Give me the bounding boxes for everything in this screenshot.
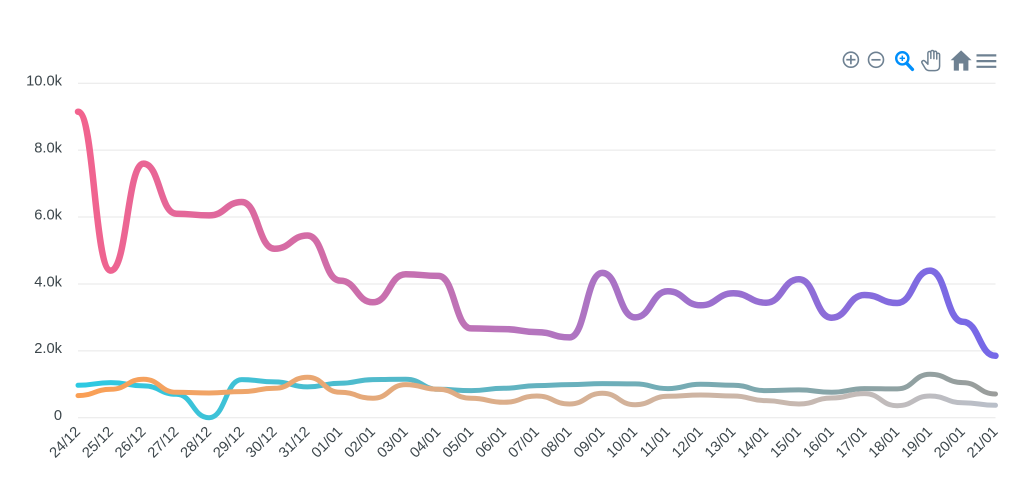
- svg-text:2.0k: 2.0k: [34, 341, 62, 357]
- svg-text:09/01: 09/01: [571, 424, 608, 461]
- svg-text:26/12: 26/12: [112, 424, 149, 461]
- svg-text:10.0k: 10.0k: [26, 74, 63, 90]
- svg-text:06/01: 06/01: [473, 424, 510, 461]
- svg-text:11/01: 11/01: [637, 424, 674, 461]
- svg-text:24/12: 24/12: [47, 424, 84, 461]
- svg-text:13/01: 13/01: [702, 424, 739, 461]
- svg-text:31/12: 31/12: [276, 424, 313, 461]
- svg-text:05/01: 05/01: [440, 424, 477, 461]
- svg-text:0: 0: [54, 408, 62, 424]
- svg-text:15/01: 15/01: [768, 424, 805, 461]
- svg-text:28/12: 28/12: [178, 424, 215, 461]
- svg-text:18/01: 18/01: [866, 424, 903, 461]
- svg-text:27/12: 27/12: [145, 424, 182, 461]
- svg-text:08/01: 08/01: [538, 424, 575, 461]
- svg-text:8.0k: 8.0k: [34, 141, 62, 157]
- svg-text:14/01: 14/01: [735, 424, 772, 461]
- svg-text:21/01: 21/01: [964, 424, 1001, 461]
- svg-text:03/01: 03/01: [374, 424, 411, 461]
- svg-text:25/12: 25/12: [80, 424, 117, 461]
- svg-text:4.0k: 4.0k: [34, 274, 62, 290]
- svg-text:6.0k: 6.0k: [34, 208, 62, 224]
- svg-text:02/01: 02/01: [342, 424, 379, 461]
- svg-text:07/01: 07/01: [506, 424, 543, 461]
- svg-text:16/01: 16/01: [800, 424, 837, 461]
- svg-text:30/12: 30/12: [243, 424, 280, 461]
- svg-text:01/01: 01/01: [309, 424, 346, 461]
- svg-text:20/01: 20/01: [931, 424, 968, 461]
- svg-text:12/01: 12/01: [669, 424, 706, 461]
- svg-text:10/01: 10/01: [604, 424, 641, 461]
- svg-text:19/01: 19/01: [899, 424, 936, 461]
- svg-text:17/01: 17/01: [833, 424, 870, 461]
- svg-text:04/01: 04/01: [407, 424, 444, 461]
- svg-text:29/12: 29/12: [211, 424, 248, 461]
